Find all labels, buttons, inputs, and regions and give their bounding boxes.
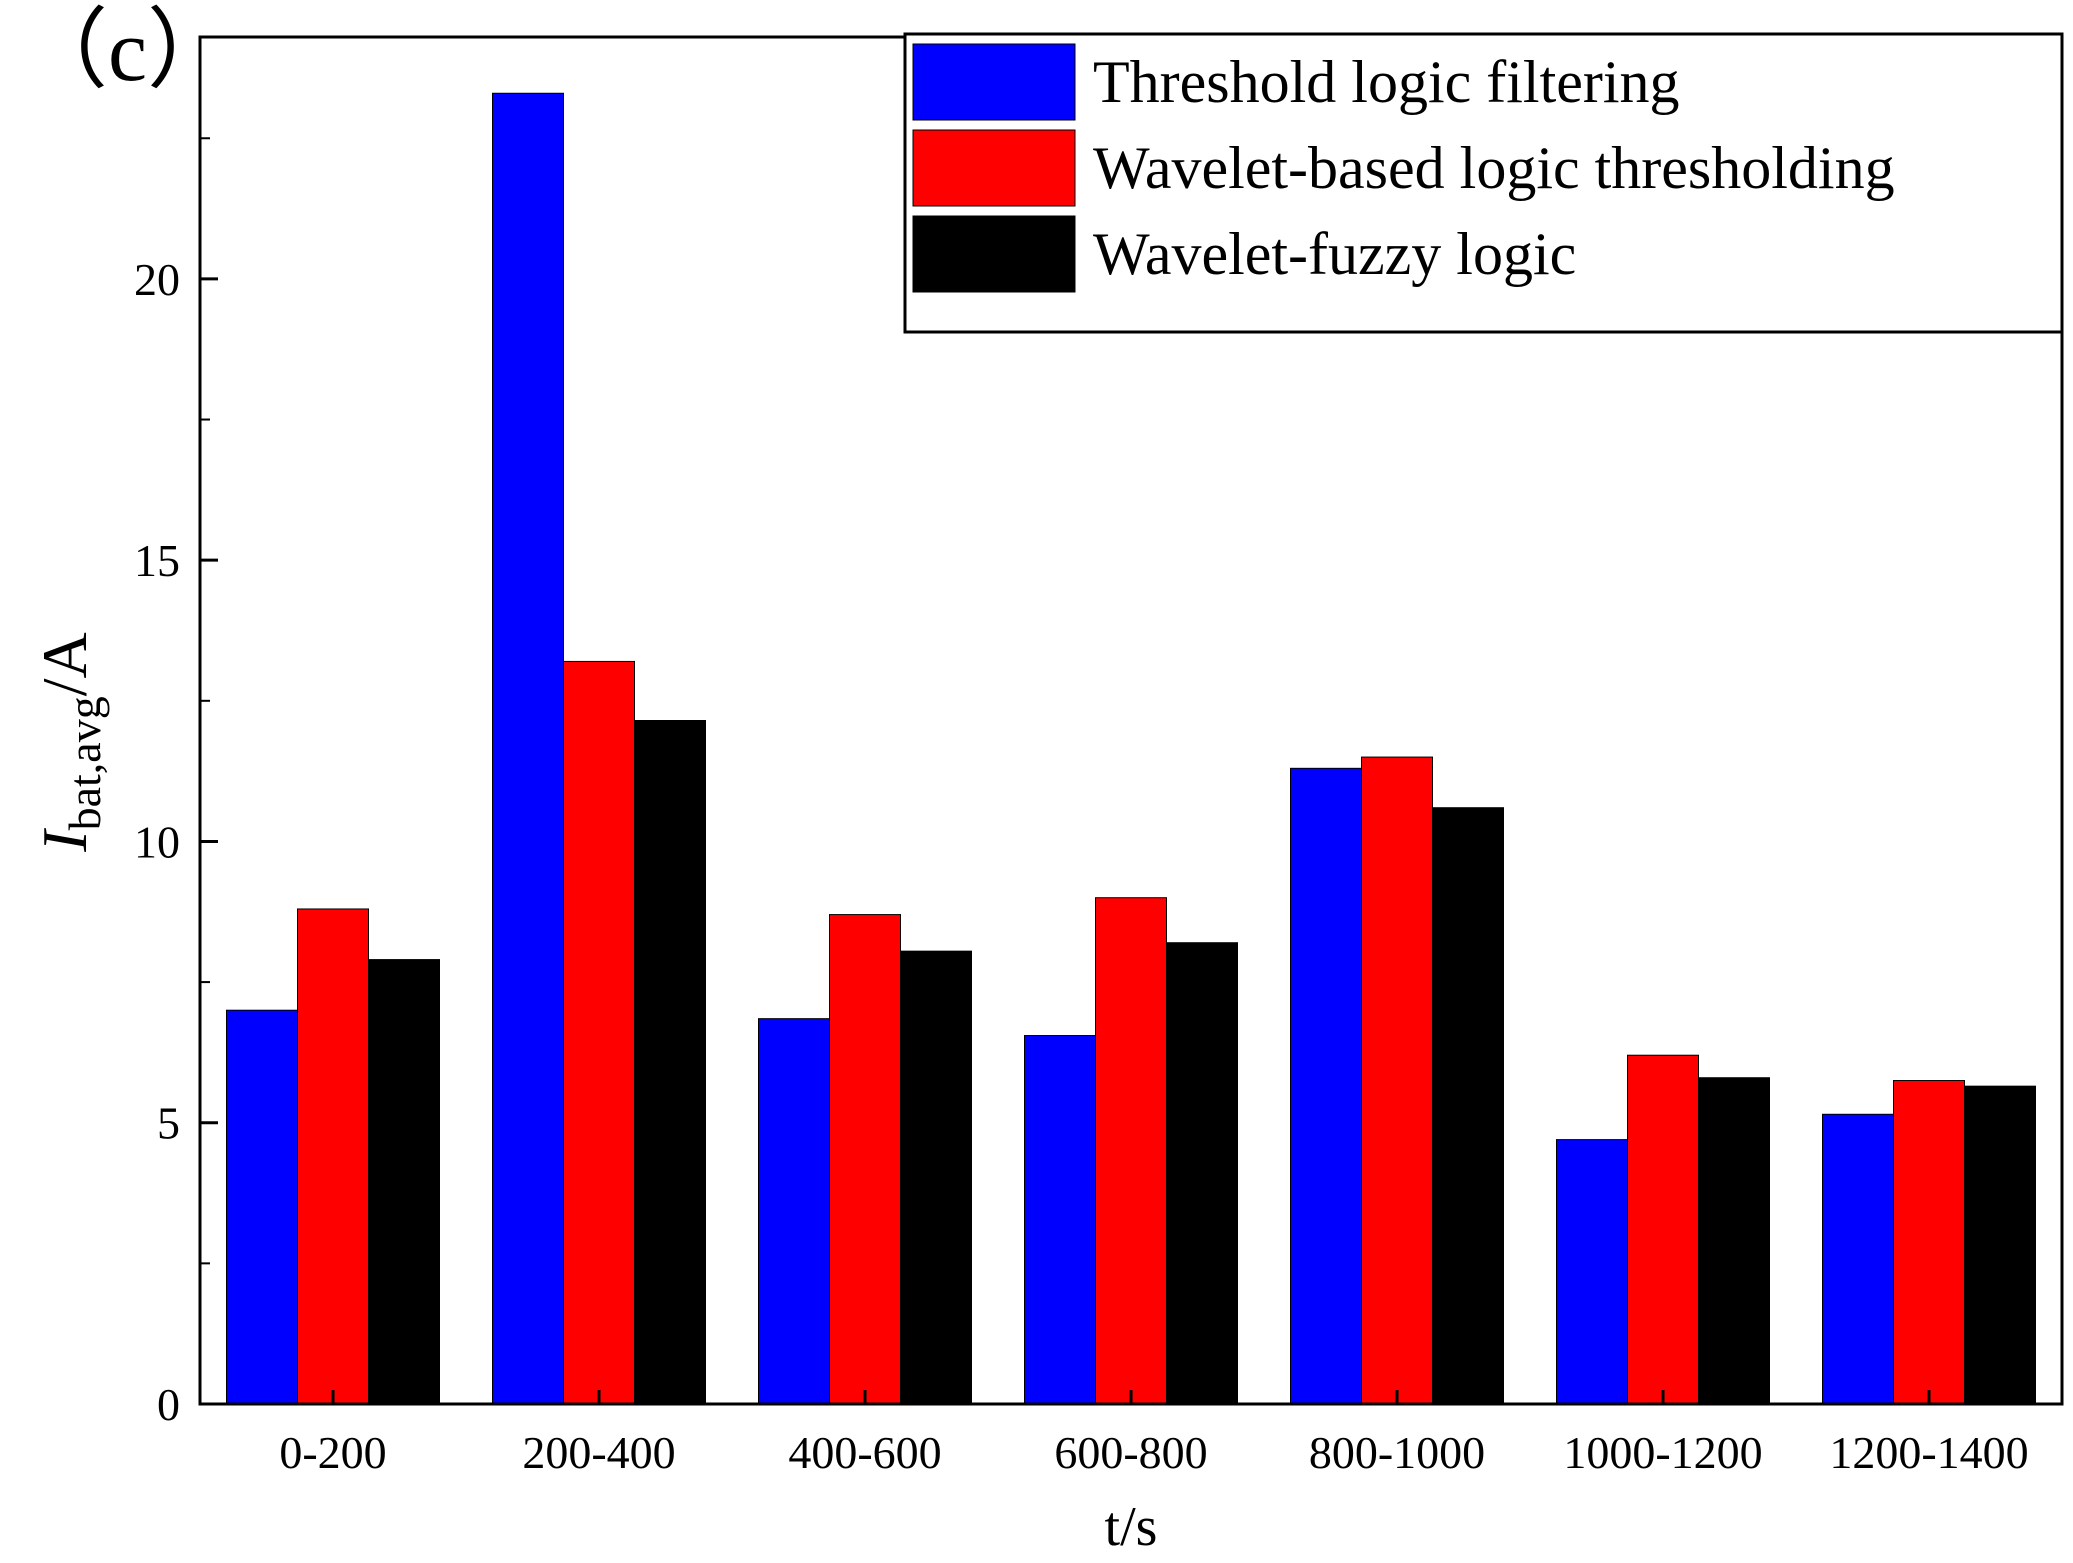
y-axis-label-subscript: bat,avg bbox=[59, 696, 110, 830]
bar bbox=[829, 914, 901, 1405]
bar bbox=[1166, 942, 1238, 1405]
x-axis-label: t/s bbox=[1105, 1496, 1158, 1558]
legend-swatch bbox=[912, 129, 1076, 207]
x-tick-label: 400-600 bbox=[788, 1427, 941, 1478]
bar bbox=[1095, 897, 1167, 1405]
y-tick-label: 0 bbox=[157, 1379, 180, 1430]
y-tick-label: 10 bbox=[134, 816, 180, 867]
y-axis-label: Ibat,avg/A bbox=[29, 632, 110, 852]
y-tick-label: 5 bbox=[157, 1098, 180, 1149]
x-tick-label: 1200-1400 bbox=[1829, 1427, 2028, 1478]
legend-frame bbox=[903, 32, 2064, 334]
bar bbox=[900, 950, 972, 1405]
bar bbox=[297, 908, 369, 1405]
y-tick-label: 15 bbox=[134, 535, 180, 586]
legend-label: Wavelet-fuzzy logic bbox=[1093, 221, 1576, 287]
bar bbox=[1893, 1080, 1965, 1405]
panel-label: （c） bbox=[20, 3, 235, 100]
y-tick-label: 20 bbox=[134, 254, 180, 305]
x-tick-label: 800-1000 bbox=[1309, 1427, 1485, 1478]
bar bbox=[1361, 756, 1433, 1405]
bar bbox=[1698, 1077, 1770, 1405]
bar bbox=[634, 720, 706, 1405]
bar bbox=[1290, 767, 1362, 1405]
bar bbox=[1024, 1035, 1096, 1405]
legend-swatch bbox=[912, 215, 1076, 293]
bar bbox=[1432, 807, 1504, 1405]
bar bbox=[1556, 1139, 1628, 1405]
x-axis: 0-200 200-400 400-600 600-800 800-1000 1000-1… bbox=[279, 1390, 2029, 1478]
bar bbox=[1964, 1085, 2036, 1405]
bar bbox=[1822, 1113, 1894, 1405]
legend-label: Wavelet-based logic thresholding bbox=[1093, 135, 1895, 201]
x-tick-label: 1000-1200 bbox=[1563, 1427, 1762, 1478]
bar bbox=[758, 1018, 830, 1405]
x-tick-label: 0-200 bbox=[279, 1427, 386, 1478]
legend-swatch bbox=[912, 43, 1076, 121]
x-tick-label: 600-800 bbox=[1054, 1427, 1207, 1478]
y-axis-label-main: I bbox=[29, 828, 100, 853]
y-axis: 0 5 10 15 20 bbox=[134, 137, 218, 1430]
legend: Threshold logic filtering Wavelet-based l… bbox=[903, 32, 2064, 334]
bar bbox=[226, 1009, 298, 1405]
x-tick-label: 200-400 bbox=[522, 1427, 675, 1478]
bar bbox=[492, 92, 564, 1405]
bar bbox=[1627, 1054, 1699, 1405]
y-axis-label-unit: /A bbox=[29, 632, 100, 696]
legend-label: Threshold logic filtering bbox=[1093, 49, 1680, 115]
bar bbox=[563, 660, 635, 1405]
bars-group bbox=[226, 92, 2036, 1405]
bar bbox=[368, 959, 440, 1405]
